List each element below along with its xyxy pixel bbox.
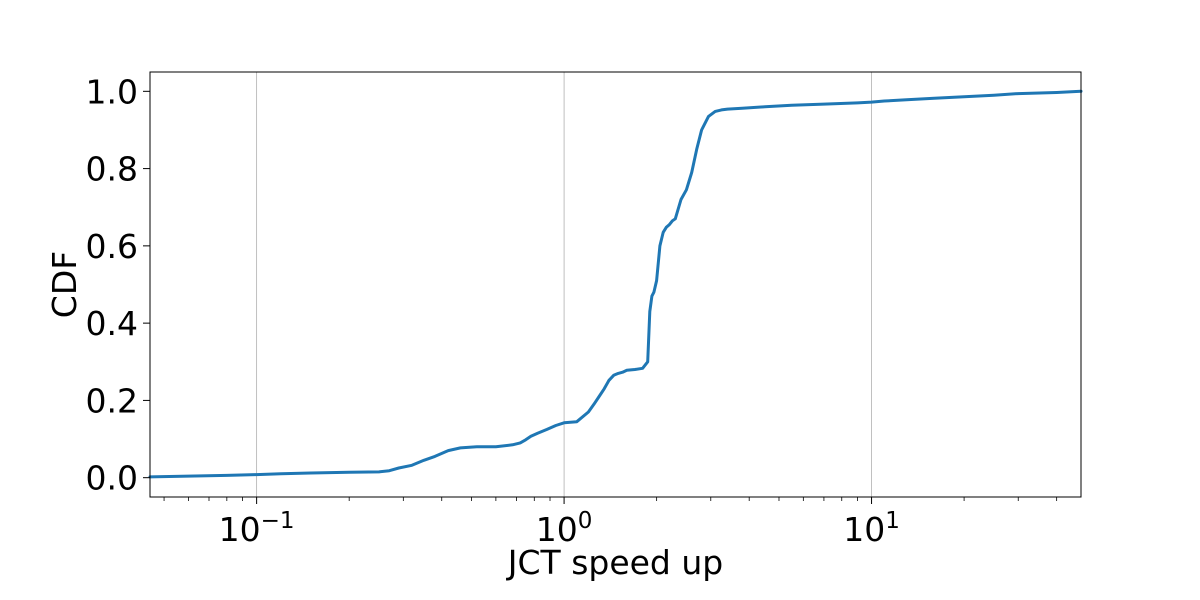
x-axis-label: JCT speed up [506,543,723,582]
x-tick-label-base: 10 [536,510,578,549]
grid-lines [256,72,872,497]
y-tick-label: 1.0 [86,72,138,111]
x-tick-label-exponent: −1 [261,508,295,534]
y-tick-label: 0.6 [86,227,138,266]
x-tick-label: 100 [536,508,593,549]
y-axis-label: CDF [45,251,84,318]
y-tick-label: 0.0 [86,459,138,498]
plot-frame [149,71,1082,498]
series-layer [148,89,1083,479]
x-tick-label-exponent: 1 [885,508,900,534]
cdf-series-line [148,89,1083,479]
y-tick-label: 0.4 [86,304,138,343]
x-tick-label-base: 10 [843,510,885,549]
x-tick-label: 10−1 [219,508,295,549]
y-tick-label: 0.2 [86,381,138,420]
y-tick-label: 0.8 [86,150,138,189]
x-tick-label-base: 10 [219,510,261,549]
x-ticks: 10−1 100 101 [163,497,1058,549]
y-ticks: 0.0 0.2 0.4 0.6 0.8 1.0 [86,72,150,498]
x-tick-label: 101 [843,508,900,549]
x-tick-label-exponent: 0 [578,508,593,534]
